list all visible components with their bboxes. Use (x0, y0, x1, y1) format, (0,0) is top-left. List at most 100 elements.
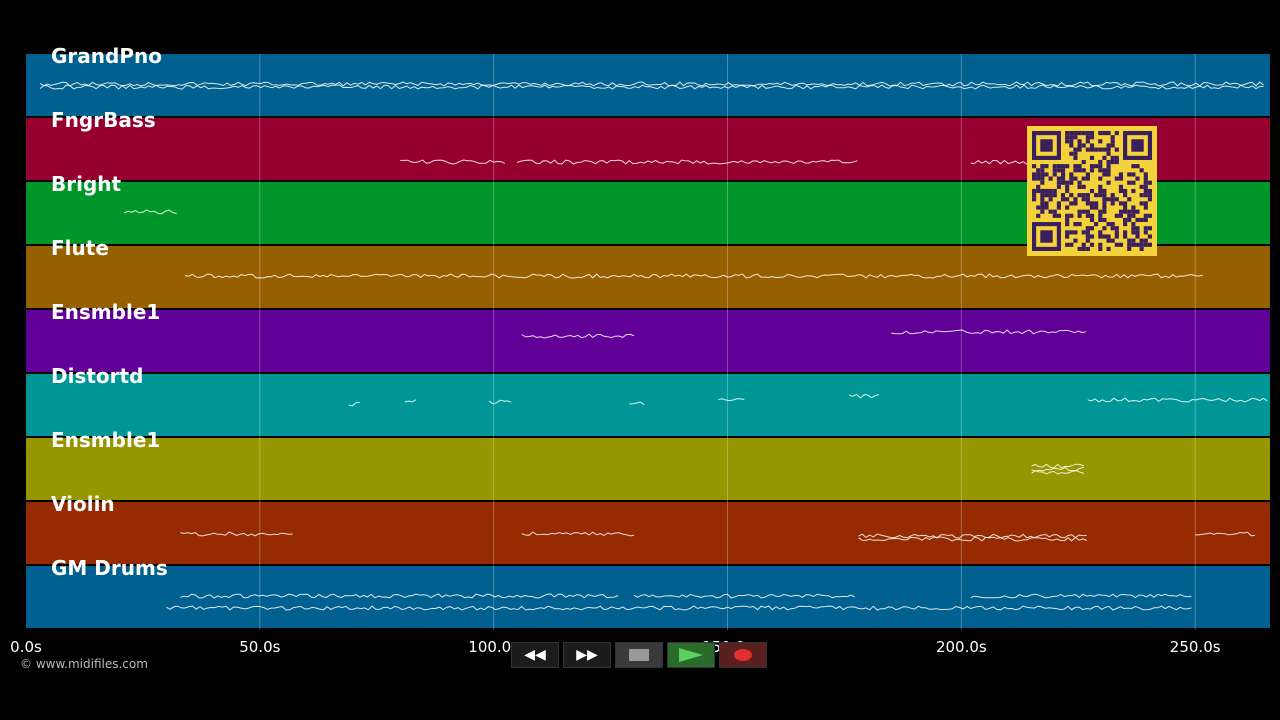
qr-module (1143, 230, 1148, 235)
qr-module (1143, 193, 1148, 198)
qr-module (1089, 135, 1095, 140)
qr-module (1085, 197, 1090, 202)
qr-module (1069, 135, 1074, 140)
qr-module (1114, 176, 1119, 181)
qr-module (1135, 209, 1140, 214)
qr-module (1085, 139, 1090, 144)
qr-module (1118, 188, 1124, 194)
qr-module (1040, 209, 1045, 214)
qr-module (1089, 164, 1095, 169)
qr-module (1127, 217, 1132, 223)
qr-module (1040, 180, 1045, 185)
time-tick-label: 0.0s (10, 638, 42, 656)
qr-module (1081, 143, 1086, 148)
qr-module (1106, 246, 1111, 251)
qr-module (1143, 188, 1148, 194)
qr-module (1073, 176, 1078, 181)
qr-module (1114, 230, 1119, 235)
qr-module (1036, 184, 1041, 189)
qr-module (1073, 168, 1078, 173)
qr-module (1040, 193, 1045, 198)
qr-module (1069, 242, 1074, 247)
qr-module (1143, 242, 1148, 247)
qr-module (1102, 188, 1107, 194)
qr-module (1135, 226, 1140, 231)
play-button[interactable] (667, 642, 715, 668)
qr-module (1118, 213, 1124, 218)
qr-module (1143, 176, 1148, 181)
qr-module (1110, 226, 1115, 231)
record-icon (734, 649, 752, 661)
qr-module (1040, 168, 1045, 173)
qr-module (1081, 193, 1086, 198)
qr-module (1065, 205, 1070, 210)
qr-module (1147, 193, 1152, 198)
qr-module (1102, 205, 1107, 210)
qr-module (1085, 238, 1090, 243)
qr-module (1089, 242, 1095, 247)
track-lane[interactable]: GM Drums (26, 556, 1270, 628)
qr-module (1098, 217, 1103, 223)
qr-module (1102, 172, 1107, 177)
track-lane[interactable]: Distortd (26, 364, 1270, 436)
record-button[interactable] (719, 642, 767, 668)
qr-module (1139, 246, 1144, 251)
fast-forward-button[interactable]: ▶▶ (563, 642, 611, 668)
qr-module (1123, 209, 1128, 214)
qr-module (1069, 201, 1074, 206)
qr-module (1131, 226, 1136, 231)
qr-module (1060, 193, 1066, 198)
track-lane[interactable]: Ensmble1 (26, 428, 1270, 500)
qr-module (1114, 226, 1119, 231)
qr-module (1040, 172, 1045, 177)
track-name: FngrBass (51, 108, 156, 132)
qr-module (1098, 168, 1103, 173)
qr-module (1139, 168, 1144, 173)
qr-module (1114, 131, 1119, 136)
qr-module (1131, 209, 1136, 214)
qr-module (1102, 197, 1107, 202)
qr-module (1044, 172, 1049, 177)
qr-module (1044, 205, 1049, 210)
qr-module (1098, 213, 1103, 218)
qr-module (1036, 176, 1041, 181)
qr-module (1073, 147, 1078, 152)
qr-module (1036, 188, 1041, 194)
track-lane[interactable]: Violin (26, 492, 1270, 564)
track-name: Flute (51, 236, 109, 260)
qr-module (1077, 139, 1082, 144)
qr-module (1123, 222, 1128, 227)
qr-module (1127, 242, 1132, 247)
qr-module (1085, 193, 1090, 198)
track-lane[interactable]: GrandPno (26, 44, 1270, 116)
qr-module (1098, 147, 1103, 152)
qr-module (1085, 135, 1090, 140)
qr-module (1073, 135, 1078, 140)
qr-module (1135, 217, 1140, 223)
qr-module (1123, 234, 1128, 239)
time-tick-label: 100.0s (468, 638, 520, 656)
qr-module (1139, 193, 1144, 198)
qr-module (1098, 234, 1103, 239)
qr-module (1147, 197, 1152, 202)
qr-module (1040, 197, 1045, 202)
piano-roll[interactable]: GrandPno FngrBass Bright Flute Ensmble1 Disto… (26, 44, 1270, 630)
qr-module (1131, 172, 1136, 177)
qr-module (1098, 176, 1103, 181)
qr-module (1048, 193, 1053, 198)
track-lane[interactable]: Ensmble1 (26, 300, 1270, 372)
track-name: Distortd (51, 364, 144, 388)
qr-module (1114, 159, 1119, 165)
qr-module (1048, 209, 1053, 214)
qr-module (1040, 164, 1045, 169)
qr-module (1065, 230, 1070, 235)
qr-module (1102, 217, 1107, 223)
qr-module (1077, 147, 1082, 152)
rewind-button[interactable]: ◀◀ (511, 642, 559, 668)
qr-module (1139, 184, 1144, 189)
qr-module (1077, 131, 1082, 136)
qr-module (1123, 193, 1128, 198)
stop-button[interactable] (615, 642, 663, 668)
qr-module (1143, 226, 1148, 231)
qr-module (1089, 226, 1095, 231)
